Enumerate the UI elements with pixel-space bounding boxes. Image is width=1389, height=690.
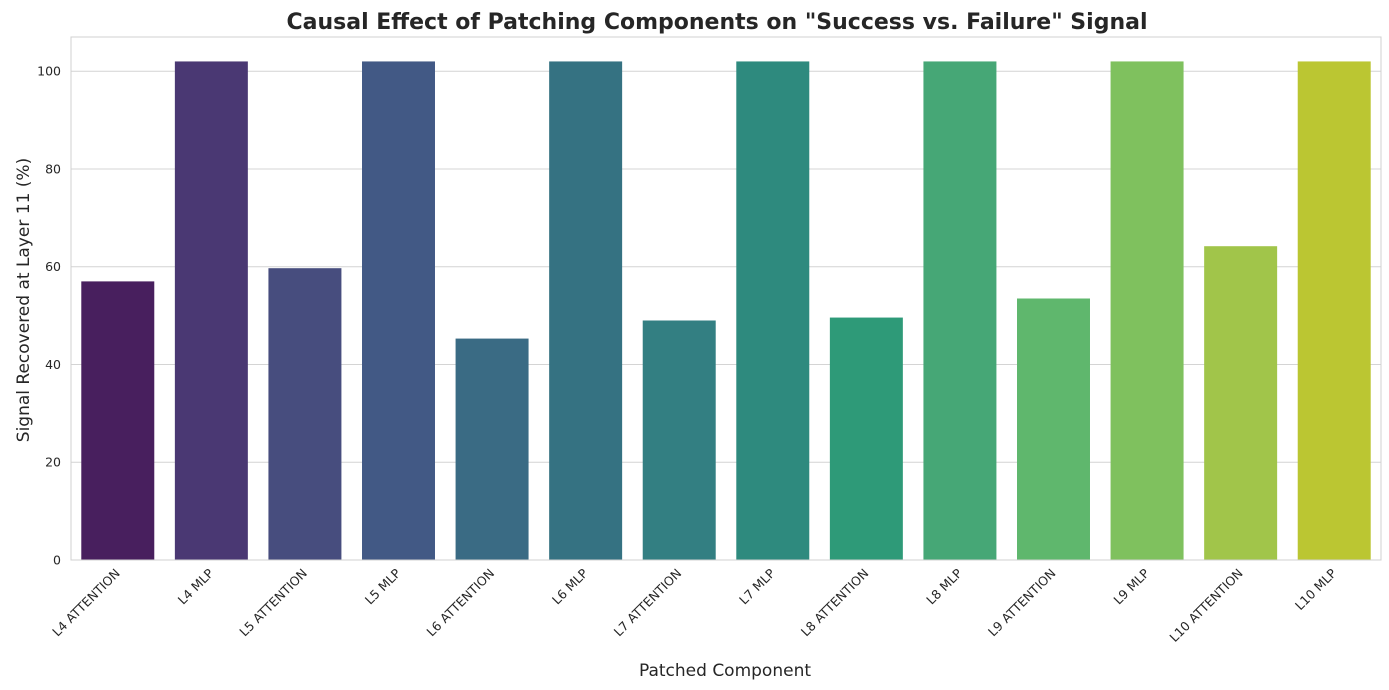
y-tick-labels: 0 20 40 60 80 100 — [37, 64, 61, 568]
y-tick-label: 80 — [45, 161, 61, 176]
bar-l4-attention — [81, 281, 155, 560]
bar-l6-attention — [455, 338, 529, 560]
y-axis-label: Signal Recovered at Layer 11 (%) — [14, 158, 34, 442]
bar-l5-mlp — [362, 61, 435, 561]
x-tick-label: L7 MLP — [736, 565, 778, 607]
x-tick-label: L9 ATTENTION — [985, 566, 1059, 640]
x-axis-label: Patched Component — [639, 661, 811, 681]
x-tick-label: L4 MLP — [175, 565, 217, 607]
bar-l4-mlp — [174, 61, 248, 561]
bar-l9-mlp — [1110, 61, 1184, 561]
bar-l10-attention — [1204, 246, 1278, 560]
bar-l9-attention — [1017, 298, 1090, 560]
y-tick-label: 40 — [45, 357, 61, 372]
plot-frame — [70, 36, 1382, 561]
gridlines — [71, 70, 1381, 561]
y-tick-label: 60 — [45, 259, 61, 274]
bar-l7-mlp — [736, 61, 810, 561]
y-tick-label: 100 — [37, 64, 61, 79]
y-tick-label: 0 — [53, 553, 61, 568]
bars — [81, 61, 1371, 561]
x-tick-label: L8 ATTENTION — [798, 566, 872, 640]
x-tick-label: L6 ATTENTION — [423, 566, 497, 640]
bar-l10-mlp — [1297, 61, 1371, 561]
x-tick-label: L5 MLP — [362, 565, 404, 607]
y-tick-label: 20 — [45, 455, 61, 470]
x-tick-label: L10 MLP — [1292, 565, 1340, 613]
bar-l5-attention — [268, 268, 342, 560]
x-tick-label: L8 MLP — [923, 565, 965, 607]
x-tick-label: L9 MLP — [1110, 565, 1152, 607]
bar-l7-attention — [642, 320, 716, 560]
bar-l6-mlp — [549, 61, 623, 561]
bar-l8-attention — [829, 317, 903, 560]
x-tick-label: L5 ATTENTION — [236, 566, 310, 640]
chart-title: Causal Effect of Patching Components on … — [286, 10, 1147, 35]
x-tick-label: L4 ATTENTION — [49, 566, 123, 640]
x-tick-labels: L4 ATTENTION L4 MLP L5 ATTENTION L5 MLP L6 A… — [49, 565, 1339, 645]
x-tick-label: L6 MLP — [549, 565, 591, 607]
x-tick-label: L7 ATTENTION — [611, 566, 685, 640]
bar-l8-mlp — [923, 61, 997, 561]
x-tick-label: L10 ATTENTION — [1166, 566, 1245, 645]
